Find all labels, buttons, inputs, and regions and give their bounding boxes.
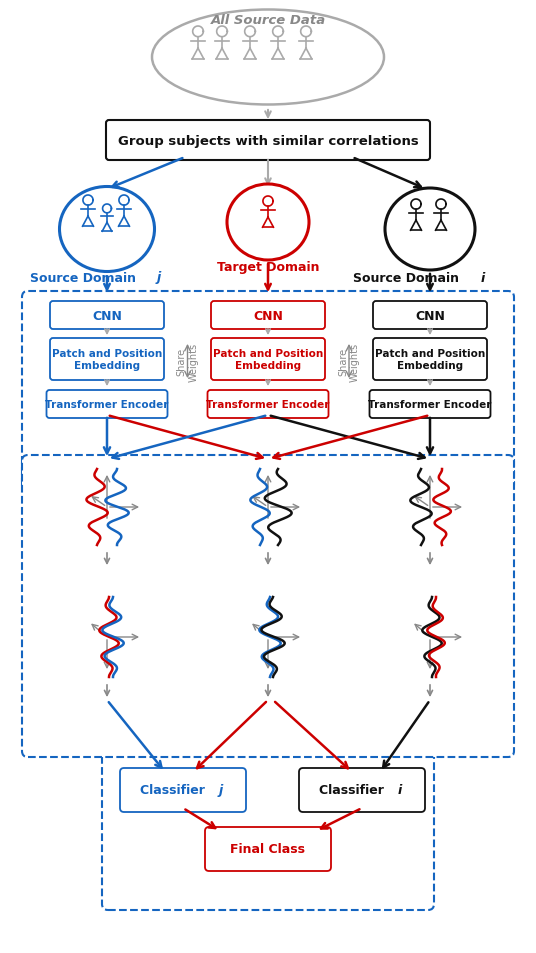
FancyBboxPatch shape (50, 338, 164, 380)
FancyBboxPatch shape (120, 768, 246, 812)
Text: Classifier: Classifier (140, 783, 210, 797)
Text: Target Domain: Target Domain (217, 261, 319, 274)
FancyBboxPatch shape (205, 827, 331, 871)
FancyBboxPatch shape (211, 302, 325, 330)
Text: CNN: CNN (92, 309, 122, 322)
Text: i: i (398, 783, 402, 797)
Text: Group subjects with similar correlations: Group subjects with similar correlations (117, 134, 419, 148)
FancyBboxPatch shape (299, 768, 425, 812)
FancyBboxPatch shape (50, 302, 164, 330)
Text: CNN: CNN (253, 309, 283, 322)
Text: Transformer Encoder: Transformer Encoder (206, 399, 330, 410)
Text: Patch and Position
Embedding: Patch and Position Embedding (52, 349, 162, 371)
Text: Share
Weights: Share Weights (338, 342, 360, 381)
FancyBboxPatch shape (106, 121, 430, 161)
Text: Share
Weights: Share Weights (177, 342, 198, 381)
FancyBboxPatch shape (22, 292, 514, 492)
Text: Transformer Encoder: Transformer Encoder (46, 399, 169, 410)
Text: Source Domain: Source Domain (353, 272, 463, 284)
FancyBboxPatch shape (211, 338, 325, 380)
Text: Patch and Position
Embedding: Patch and Position Embedding (375, 349, 485, 371)
Text: Transformer Encoder: Transformer Encoder (368, 399, 492, 410)
FancyBboxPatch shape (22, 456, 514, 758)
Text: Source Domain: Source Domain (30, 272, 140, 284)
Text: All Source Data: All Source Data (210, 13, 326, 27)
FancyBboxPatch shape (102, 750, 434, 910)
Text: j: j (219, 783, 223, 797)
FancyBboxPatch shape (369, 391, 490, 418)
Text: Classifier: Classifier (319, 783, 389, 797)
FancyBboxPatch shape (373, 302, 487, 330)
Text: CNN: CNN (415, 309, 445, 322)
Text: Final Class: Final Class (230, 842, 306, 856)
Text: Patch and Position
Embedding: Patch and Position Embedding (213, 349, 323, 371)
Text: j: j (157, 272, 161, 284)
Text: i: i (481, 272, 485, 284)
FancyBboxPatch shape (373, 338, 487, 380)
FancyBboxPatch shape (47, 391, 167, 418)
FancyBboxPatch shape (207, 391, 329, 418)
